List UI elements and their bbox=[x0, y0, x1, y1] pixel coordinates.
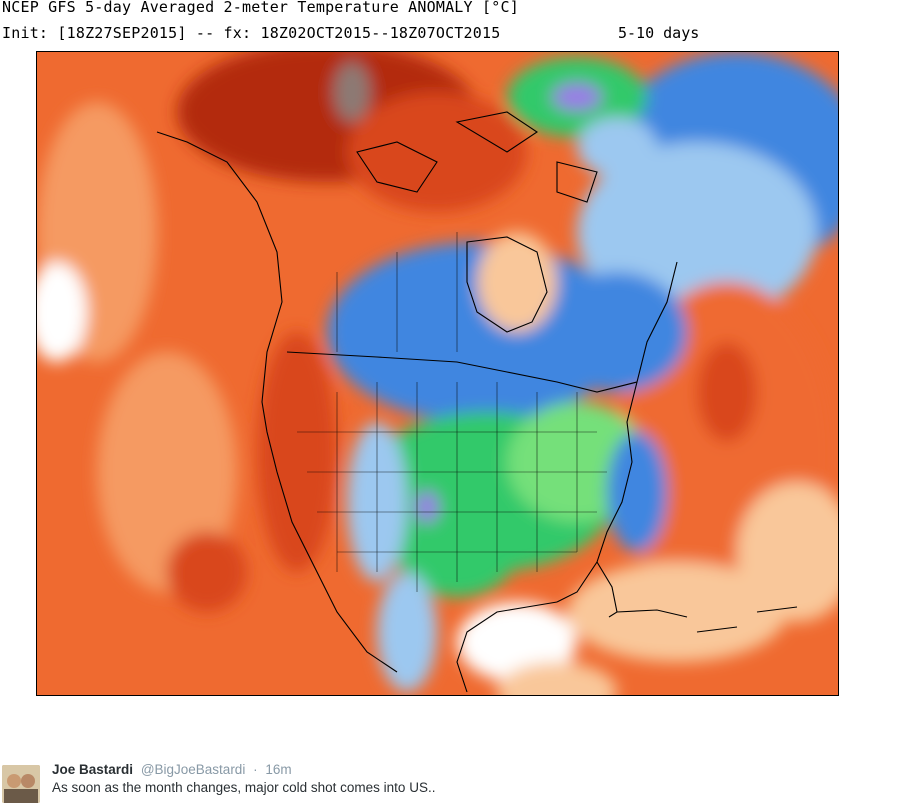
florida-line bbox=[596, 561, 618, 618]
greenland-purple bbox=[552, 83, 602, 111]
pacific-light-patch bbox=[97, 352, 237, 592]
west-coast-red bbox=[257, 332, 337, 572]
forecast-range-label: 5-10 days bbox=[618, 24, 700, 42]
greenland-light-blue bbox=[577, 117, 657, 177]
canada-us-border bbox=[286, 351, 638, 393]
pacific-white-patch bbox=[37, 262, 87, 362]
author-name[interactable]: Joe Bastardi bbox=[52, 762, 134, 777]
east-coast-line bbox=[556, 261, 678, 603]
temperature-anomaly-map bbox=[36, 51, 839, 696]
tweet-timestamp[interactable]: 16m bbox=[265, 762, 292, 777]
chart-title: NCEP GFS 5-day Averaged 2-meter Temperat… bbox=[2, 0, 519, 16]
tweet: Joe Bastardi @BigJoeBastardi · 16m As so… bbox=[0, 760, 904, 809]
quebec-blue bbox=[547, 272, 687, 392]
coastlines bbox=[156, 111, 798, 693]
pacific-deep-patch bbox=[167, 532, 247, 612]
hudson-bay-line bbox=[466, 236, 548, 333]
tweet-author: Joe Bastardi @BigJoeBastardi · 16m bbox=[52, 762, 292, 777]
author-handle[interactable]: @BigJoeBastardi bbox=[140, 762, 246, 777]
hudson-peach bbox=[477, 232, 557, 332]
arctic-islands bbox=[356, 111, 598, 203]
plains-purple bbox=[415, 491, 439, 523]
central-america-peach bbox=[497, 662, 617, 695]
gulf-coast-line bbox=[456, 601, 558, 693]
avatar[interactable] bbox=[2, 765, 40, 803]
gulf-white bbox=[457, 602, 577, 682]
caribbean-islands bbox=[616, 606, 798, 633]
state-borders bbox=[297, 232, 607, 592]
caribbean-peach bbox=[567, 562, 787, 662]
arctic-gray bbox=[334, 62, 370, 122]
tweet-text: As soon as the month changes, major cold… bbox=[52, 780, 436, 795]
west-coast-line bbox=[156, 131, 398, 673]
east-coast-blue bbox=[607, 432, 667, 552]
mexico-blue bbox=[377, 572, 437, 692]
separator-dot: · bbox=[253, 762, 258, 777]
arctic-red bbox=[347, 92, 527, 212]
map-canvas bbox=[37, 52, 838, 695]
init-forecast-line: Init: [18Z27SEP2015] -- fx: 18Z02OCT2015… bbox=[2, 24, 501, 42]
atlantic-deep bbox=[697, 342, 757, 442]
